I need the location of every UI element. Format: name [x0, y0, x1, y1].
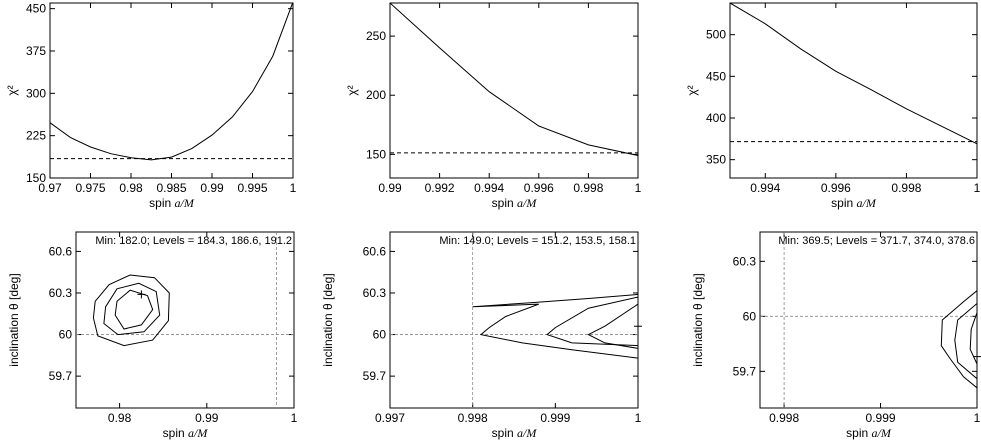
y-tick-label: 450 — [26, 2, 46, 16]
panel-contour-mid: spin a/M inclination θ [deg] Min: 149.0;… — [321, 231, 642, 440]
contour-level-1 — [587, 303, 638, 349]
plot-frame — [75, 231, 295, 409]
x-tick-label: 1 — [974, 181, 981, 195]
ylabel-p5: inclination θ [deg] — [321, 273, 335, 366]
x-tick-label: 0.995 — [237, 181, 267, 195]
y-tick-label: 60 — [743, 309, 757, 323]
annotation-p4: Min: 182.0; Levels = 184.3, 186.6, 191.2 — [95, 235, 292, 247]
y-tick-label: 200 — [366, 88, 386, 102]
x-tick-label: 0.996 — [821, 181, 851, 195]
contour-level-3 — [92, 274, 170, 347]
contour-level-2 — [546, 296, 638, 347]
plot-frame — [49, 2, 294, 179]
x-tick-label: 0.999 — [540, 411, 570, 425]
x-tick-label: 0.997 — [375, 411, 405, 425]
x-tick-label: 0.985 — [156, 181, 186, 195]
y-tick-label: 400 — [706, 111, 726, 125]
y-tick-label: 60.6 — [363, 244, 387, 258]
y-tick-label: 60.6 — [49, 244, 73, 258]
x-tick-label: 0.99 — [200, 181, 224, 195]
x-tick-label: 0.998 — [458, 411, 488, 425]
y-tick-label: 59.7 — [49, 369, 73, 383]
best-fit-marker — [634, 322, 642, 331]
ylabel-p1: χ² — [5, 85, 19, 95]
x-tick-label: 0.998 — [891, 181, 921, 195]
y-tick-label: 60.3 — [733, 254, 757, 268]
x-tick-label: 0.99 — [378, 181, 402, 195]
x-tick-label: 0.994 — [474, 181, 504, 195]
contour-level-3 — [940, 290, 977, 389]
y-tick-label: 450 — [706, 69, 726, 83]
x-tick-label: 0.994 — [750, 181, 780, 195]
x-tick-label: 0.992 — [425, 181, 455, 195]
panel-chi2-narrow: spin a/M χ² 0.994 0.996 0.998 1 350 400 450 500 — [685, 2, 981, 210]
x-tick-label: 0.998 — [769, 411, 799, 425]
contour-level-3 — [472, 293, 638, 359]
xlabel-p1: spin a/M — [149, 196, 195, 210]
ylabel-p3: χ² — [685, 85, 699, 95]
chi2-curve — [50, 3, 293, 161]
x-tick-label: 1 — [290, 181, 297, 195]
y-tick-label: 150 — [366, 147, 386, 161]
y-tick-label: 375 — [26, 44, 46, 58]
annotation-p6: Min: 369.5; Levels = 371.7, 374.0, 378.6 — [778, 235, 975, 247]
best-fit-marker — [973, 352, 981, 361]
ylabel-p4: inclination θ [deg] — [7, 273, 21, 366]
x-tick-label: 0.97 — [38, 181, 62, 195]
x-tick-label: 0.98 — [119, 181, 143, 195]
x-tick-label: 0.99 — [195, 411, 219, 425]
x-tick-label: 0.98 — [108, 411, 132, 425]
contour-level-1 — [114, 289, 154, 330]
x-tick-label: 0.999 — [866, 411, 896, 425]
y-tick-label: 225 — [26, 129, 46, 143]
x-tick-label: 1 — [291, 411, 298, 425]
ylabel-p2: χ² — [345, 85, 359, 95]
panel-contour-wide: spin a/M inclination θ [deg] Min: 182.0;… — [7, 231, 298, 440]
x-tick-label: 0.975 — [75, 181, 105, 195]
chi2-curve — [390, 3, 638, 156]
ylabel-p6: inclination θ [deg] — [691, 273, 705, 366]
best-fit-marker — [137, 290, 146, 299]
xlabel-p2: spin a/M — [492, 196, 538, 210]
x-tick-label: 1 — [635, 411, 642, 425]
y-tick-label: 60 — [59, 328, 73, 342]
x-tick-label: 0.996 — [524, 181, 554, 195]
xlabel-p3: spin a/M — [831, 196, 877, 210]
y-tick-label: 60.3 — [49, 286, 73, 300]
plot-frame — [759, 231, 978, 409]
x-tick-label: 0.998 — [573, 181, 603, 195]
xlabel-p6: spin a/M — [846, 426, 892, 440]
y-tick-label: 59.7 — [363, 369, 387, 383]
chi2-curve — [730, 3, 977, 145]
panel-contour-narrow: spin a/M inclination θ [deg] Min: 369.5;… — [691, 231, 981, 440]
y-tick-label: 60.3 — [363, 286, 387, 300]
y-tick-label: 59.7 — [733, 364, 757, 378]
xlabel-p5: spin a/M — [492, 426, 538, 440]
panel-chi2-wide: spin a/M χ² 0.97 0.975 0.98 0.985 0.99 0.995 1… — [5, 2, 297, 210]
panel-chi2-mid: spin a/M χ² 0.99 0.992 0.994 0.996 0.998 1 150… — [345, 2, 642, 210]
y-tick-label: 150 — [26, 171, 46, 185]
contour-level-2 — [954, 303, 977, 380]
y-tick-label: 350 — [706, 153, 726, 167]
plot-frame — [389, 2, 639, 179]
plot-frame — [389, 231, 639, 409]
y-tick-label: 60 — [373, 328, 387, 342]
xlabel-p4: spin a/M — [163, 426, 209, 440]
y-tick-label: 300 — [26, 86, 46, 100]
x-tick-label: 1 — [974, 411, 981, 425]
contour-level-2 — [103, 282, 161, 336]
x-tick-label: 1 — [635, 181, 642, 195]
plot-frame — [729, 2, 978, 179]
annotation-p5: Min: 149.0; Levels = 151.2, 153.5, 158.1 — [439, 235, 636, 247]
y-tick-label: 250 — [366, 29, 386, 43]
y-tick-label: 500 — [706, 28, 726, 42]
